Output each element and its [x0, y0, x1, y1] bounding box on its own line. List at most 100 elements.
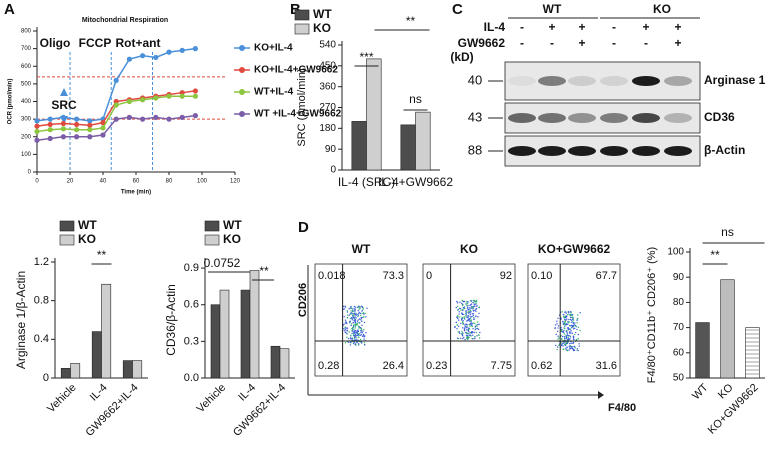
event-dot [456, 324, 459, 326]
bar [720, 279, 735, 379]
blot-frame [504, 61, 701, 101]
legend-label: WT [223, 218, 242, 232]
event-dot [358, 308, 360, 310]
event-dot [465, 327, 467, 329]
annotation: ** [259, 264, 269, 278]
y-tick-label: 100 [667, 247, 684, 258]
event-dot [555, 333, 557, 336]
event-dot [472, 322, 474, 324]
data-point [153, 95, 159, 101]
event-dot [470, 321, 473, 323]
event-dot [346, 322, 348, 325]
y-tick-label: 200 [21, 134, 32, 140]
event-dot [460, 319, 463, 321]
event-dot [360, 319, 362, 321]
event-dot [568, 345, 571, 347]
event-dot [354, 322, 356, 324]
event-dot [564, 344, 567, 347]
event-dot [469, 308, 471, 310]
bar [60, 368, 71, 379]
bar [249, 270, 260, 379]
event-dot [350, 336, 352, 338]
sign: + [642, 20, 649, 34]
event-dot [574, 347, 576, 349]
event-dot [361, 320, 363, 322]
event-dot [363, 328, 365, 331]
sign: + [674, 20, 681, 34]
event-dot [474, 337, 476, 340]
data-point [60, 120, 66, 127]
data-point [113, 102, 119, 108]
row-label: IL-4 [484, 20, 506, 34]
y-axis-label: CD36/β-Actin [164, 284, 178, 356]
data-point [113, 116, 119, 122]
x-tick-label: GW9662+IL-4 [231, 382, 288, 439]
event-dot [467, 327, 470, 329]
bar [122, 360, 133, 379]
blot-band [568, 146, 596, 156]
event-dot [362, 316, 365, 318]
event-dot [356, 324, 359, 326]
event-dot [472, 305, 475, 308]
event-dot [354, 306, 357, 309]
y-tick-label: 400 [21, 99, 32, 105]
legend-label: KO [223, 232, 241, 246]
y-tick-label: 100 [21, 152, 32, 158]
event-dot [361, 316, 363, 319]
event-dot [576, 328, 578, 331]
panel-label: A [4, 1, 15, 18]
event-dot [461, 302, 463, 305]
event-dot [354, 339, 356, 341]
event-dot [350, 334, 352, 337]
blot-band [538, 113, 566, 123]
data-point [87, 134, 93, 140]
event-dot [463, 300, 466, 303]
event-dot [352, 317, 354, 319]
event-dot [463, 313, 465, 316]
event-dot [477, 328, 480, 331]
event-dot [454, 325, 456, 328]
event-dot [469, 319, 472, 322]
event-dot [354, 325, 357, 327]
legend-label: WT [313, 7, 332, 21]
event-dot [557, 338, 559, 340]
annotation: ** [406, 14, 416, 28]
event-dot [460, 322, 462, 325]
event-dot [361, 324, 363, 326]
event-dot [565, 343, 567, 345]
event-dot [562, 348, 565, 350]
legend-swatch [239, 111, 245, 117]
sign: - [520, 36, 524, 50]
event-dot [474, 309, 476, 311]
event-dot [570, 319, 573, 322]
event-dot [356, 334, 359, 337]
event-dot [567, 336, 569, 339]
event-dot [357, 315, 359, 318]
event-dot [470, 323, 472, 325]
annotation: ** [97, 248, 107, 262]
event-dot [574, 324, 577, 327]
data-point [47, 121, 53, 128]
event-dot [461, 321, 464, 323]
event-dot [469, 312, 472, 314]
event-dot [565, 349, 567, 351]
event-dot [344, 331, 347, 334]
event-dot [465, 323, 467, 326]
quadrant-value: 7.75 [491, 360, 512, 372]
event-dot [560, 344, 563, 346]
event-dot [455, 306, 457, 309]
event-dot [467, 317, 469, 319]
event-dot [569, 318, 572, 321]
y-tick-label: 90 [325, 144, 337, 155]
event-dot [569, 335, 571, 337]
event-dot [467, 332, 469, 335]
event-dot [563, 341, 566, 343]
event-dot [464, 325, 466, 328]
data-point [47, 135, 53, 142]
event-dot [359, 305, 361, 308]
event-dot [568, 324, 571, 327]
sign: - [520, 20, 524, 34]
bar [366, 58, 382, 171]
event-dot [571, 332, 574, 334]
